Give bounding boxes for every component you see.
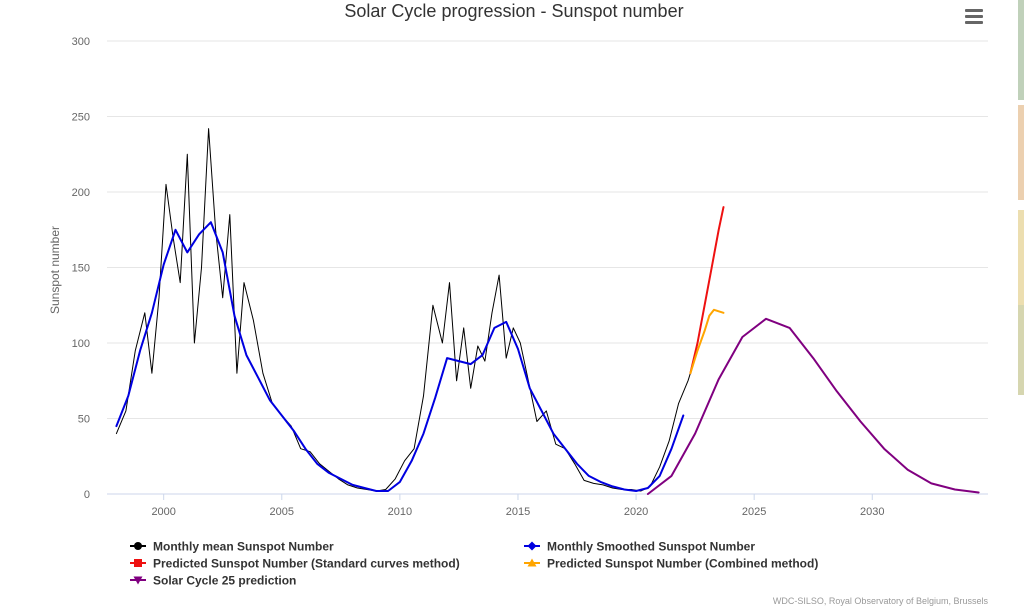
y-tick-label: 100 <box>72 338 90 350</box>
x-tick-label: 2025 <box>742 506 766 518</box>
chart-title: Solar Cycle progression - Sunspot number <box>344 1 683 21</box>
legend-item[interactable]: Predicted Sunspot Number (Standard curve… <box>130 557 460 571</box>
hamburger-menu-icon[interactable] <box>958 4 990 28</box>
credit-text: WDC-SILSO, Royal Observatory of Belgium,… <box>773 596 989 606</box>
legend-label: Monthly Smoothed Sunspot Number <box>547 540 755 554</box>
legend-item[interactable]: Monthly mean Sunspot Number <box>130 540 334 554</box>
series-line-predicted-standard <box>689 206 725 375</box>
legend-symbol-triangle-down <box>133 576 143 585</box>
series-layer <box>115 128 980 495</box>
edge-strip-olive <box>1018 305 1024 395</box>
edge-strip-orange <box>1018 105 1024 200</box>
y-tick-label: 300 <box>72 36 90 48</box>
legend-item[interactable]: Predicted Sunspot Number (Combined metho… <box>524 557 818 571</box>
legend-label: Predicted Sunspot Number (Combined metho… <box>547 557 818 571</box>
series-line-predicted-combined <box>689 308 725 375</box>
legend-symbol-diamond <box>527 541 537 551</box>
legend-symbol-square <box>134 559 142 567</box>
x-tick-label: 2020 <box>624 506 648 518</box>
y-axis-label: Sunspot number <box>48 226 62 314</box>
legend-label: Predicted Sunspot Number (Standard curve… <box>153 557 460 571</box>
series-line-monthly-mean <box>115 128 698 492</box>
y-tick-label: 50 <box>78 414 90 426</box>
edge-strip-green <box>1018 0 1024 100</box>
legend-item[interactable]: Solar Cycle 25 prediction <box>130 574 296 588</box>
edge-strip-gold <box>1018 210 1024 305</box>
x-tick-label: 2010 <box>388 506 412 518</box>
legend-symbol-circle <box>134 542 142 550</box>
grid-and-axes: 0 50 100 150 200 250 300 2000 2005 2010 2015 2020 20… <box>72 36 988 518</box>
legend-label: Solar Cycle 25 prediction <box>153 574 296 588</box>
series-line-cycle25 <box>646 317 980 495</box>
x-tick-label: 2000 <box>151 506 175 518</box>
y-tick-label: 0 <box>84 489 90 501</box>
x-tick-label: 2030 <box>860 506 884 518</box>
y-tick-label: 250 <box>72 112 90 124</box>
legend-symbol-triangle <box>527 558 537 567</box>
y-tick-label: 150 <box>72 263 90 275</box>
y-tick-label: 200 <box>72 187 90 199</box>
legend-item[interactable]: Monthly Smoothed Sunspot Number <box>524 540 755 554</box>
legend: Monthly mean Sunspot Number Monthly Smoot… <box>130 540 818 588</box>
x-tick-label: 2015 <box>506 506 530 518</box>
legend-label: Monthly mean Sunspot Number <box>153 540 334 554</box>
series-line-smoothed <box>115 221 685 492</box>
x-tick-label: 2005 <box>270 506 294 518</box>
